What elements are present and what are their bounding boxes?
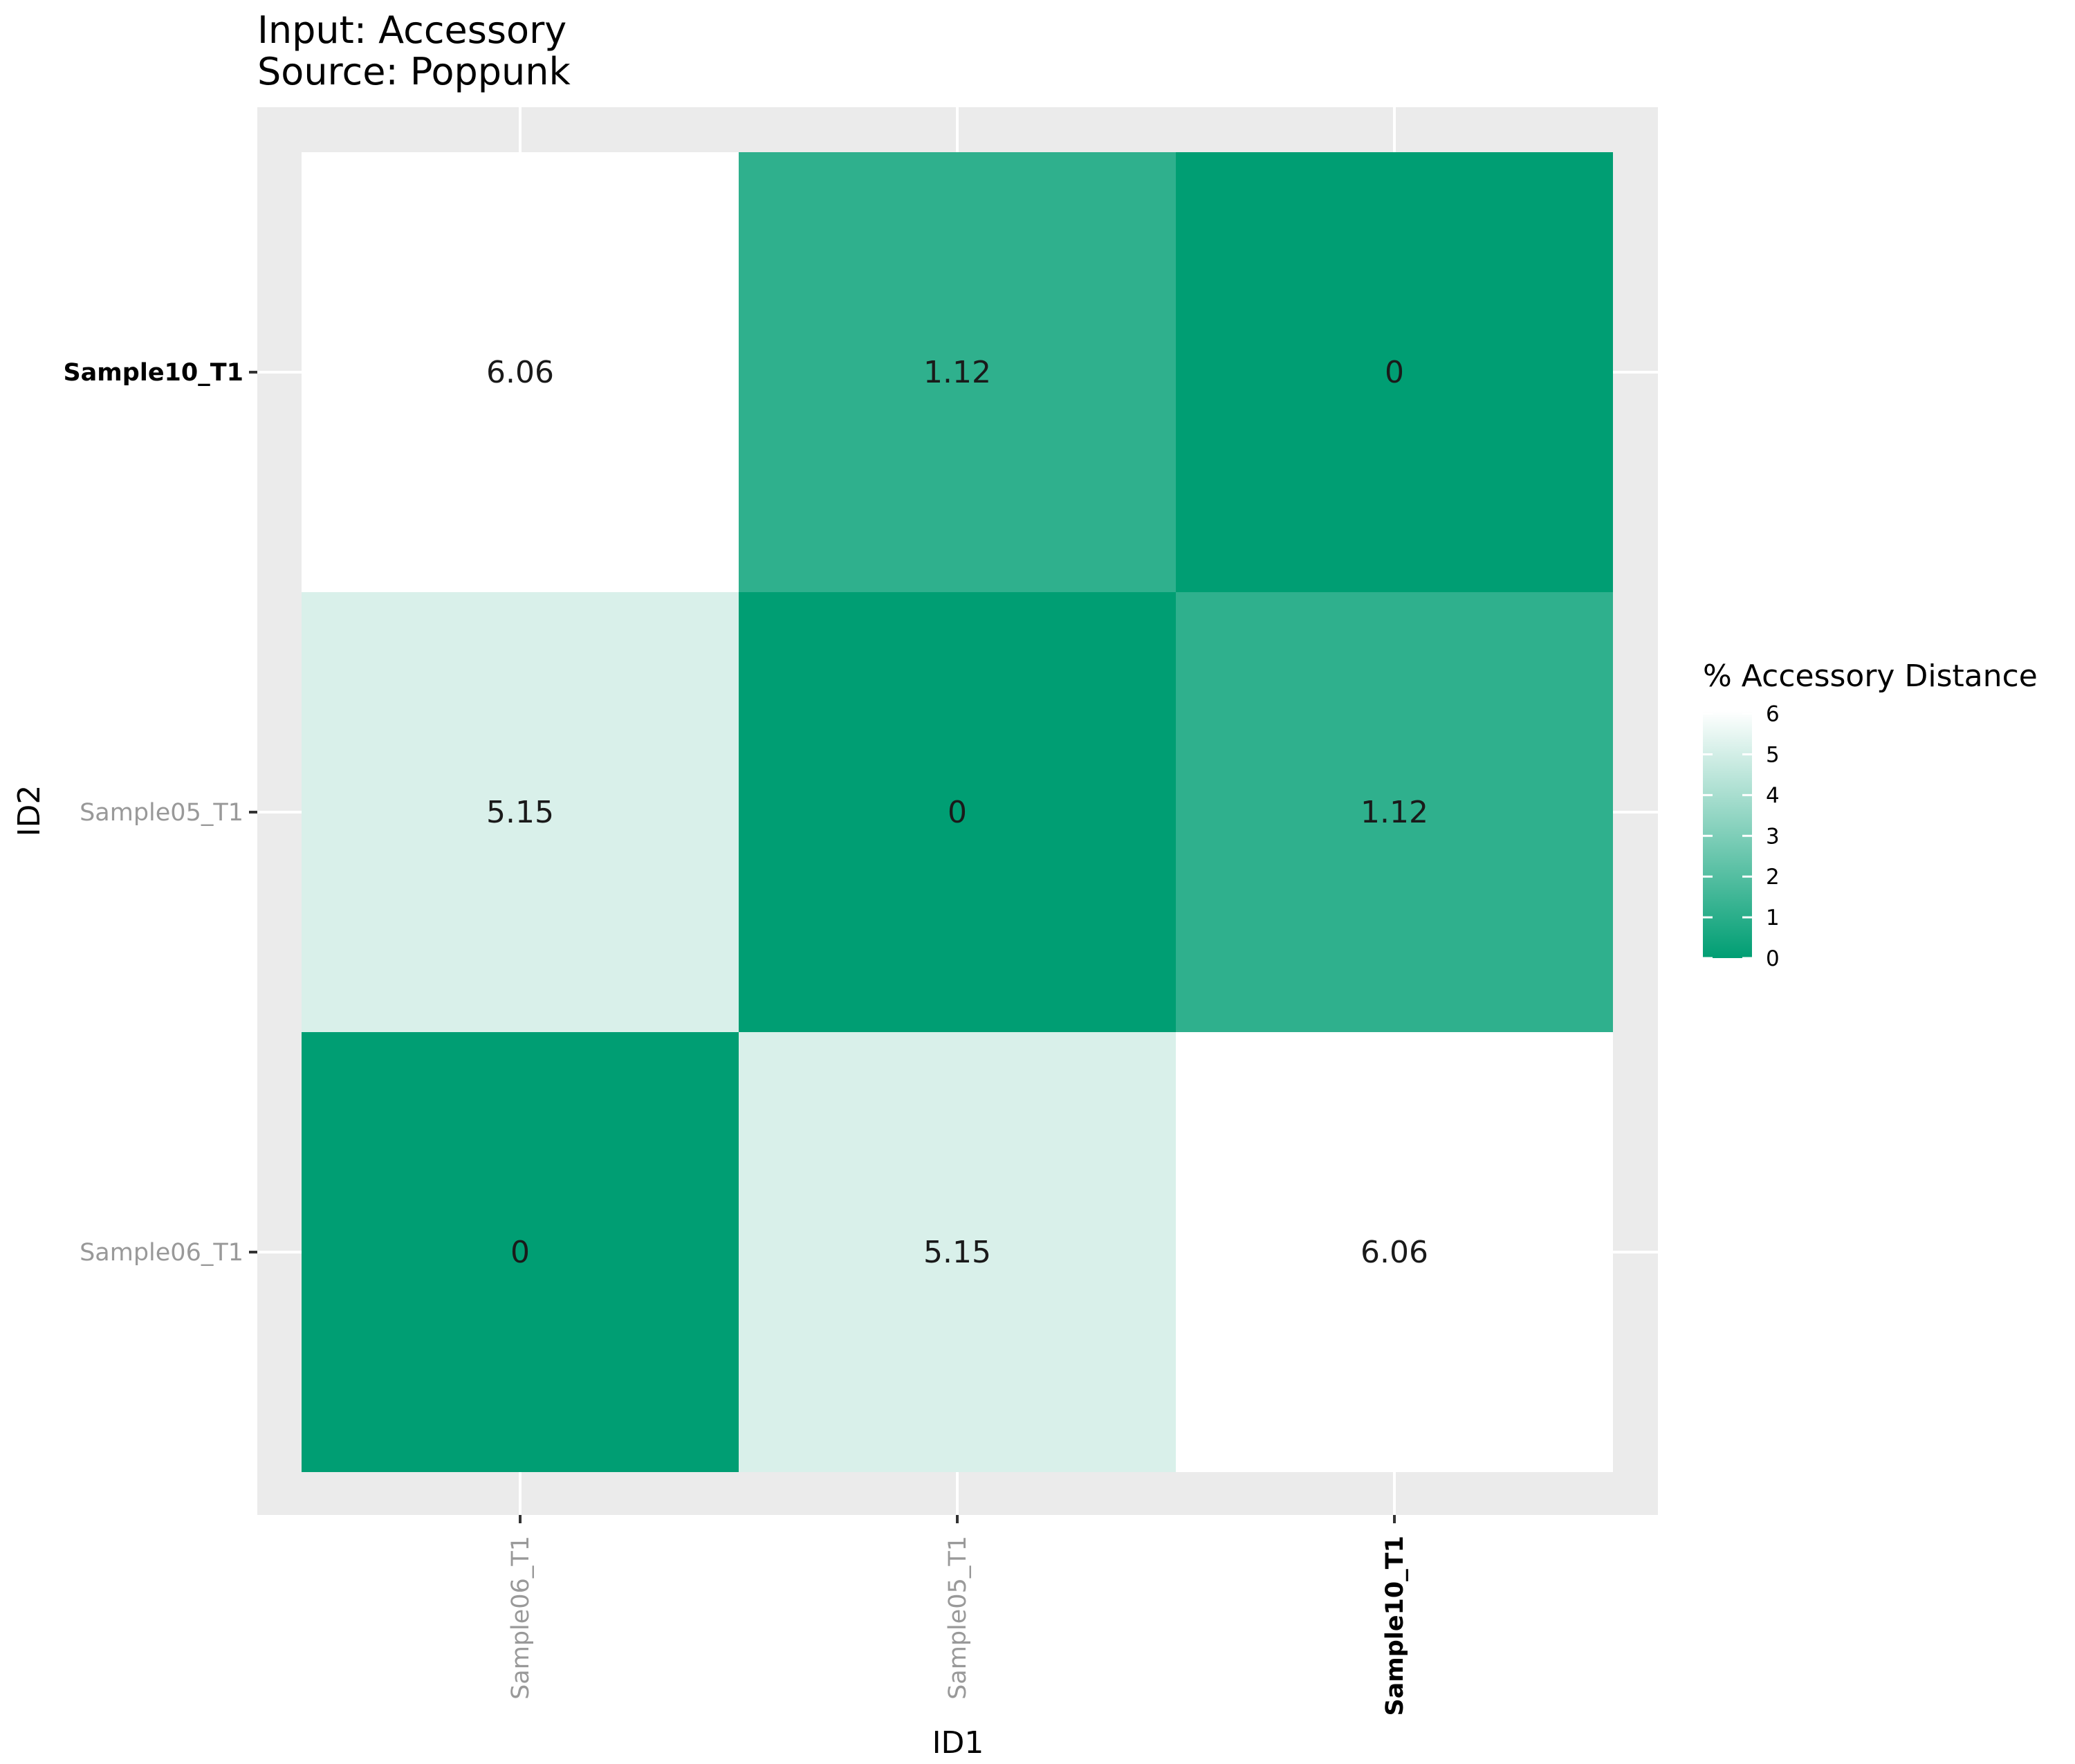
heatmap-cell-label-0: 0 <box>510 1235 530 1270</box>
legend-title: % Accessory Distance <box>1703 659 2038 694</box>
heatmap-cell-3 <box>302 592 739 1032</box>
heatmap-cell-7 <box>739 152 1176 592</box>
legend-colorbar <box>1703 711 1752 958</box>
heatmap-cell-1 <box>739 1032 1176 1472</box>
x-tick-label-sample06-t1: Sample06_T1 <box>507 1536 535 1700</box>
chart-title-line-1: Input: Accessory <box>257 8 567 52</box>
y-tick-label-sample05-t1: Sample05_T1 <box>80 799 243 827</box>
heatmap-cell-label-7: 1.12 <box>923 355 991 390</box>
heatmap-cell-6 <box>302 152 739 592</box>
y-axis: Sample06_T1 Sample05_T1 Sample10_T1 <box>63 359 257 1267</box>
heatmap-cell-label-8: 0 <box>1385 355 1404 390</box>
legend-tick-label-1: 1 <box>1766 906 1780 930</box>
x-tick-label-sample10-t1: Sample10_T1 <box>1381 1536 1409 1716</box>
heatmap-cell-label-3: 5.15 <box>486 795 554 830</box>
heatmap-cell-label-4: 0 <box>948 795 967 830</box>
y-axis-title: ID2 <box>12 785 47 837</box>
cell-labels: 0 5.15 6.06 5.15 0 1.12 6.06 1.12 0 <box>486 355 1428 1270</box>
heatmap-cell-5 <box>1176 592 1613 1032</box>
heatmap-cell-label-6: 6.06 <box>486 355 554 390</box>
chart-subtitle-line-2: Source: Poppunk <box>257 50 571 93</box>
x-tick-label-sample05-t1: Sample05_T1 <box>944 1536 972 1700</box>
heatmap-cell-8 <box>1176 152 1613 592</box>
legend-tick-label-4: 4 <box>1766 783 1780 808</box>
y-tick-label-sample06-t1: Sample06_T1 <box>80 1239 243 1267</box>
legend-tick-label-5: 5 <box>1766 742 1780 767</box>
legend-tick-label-0: 0 <box>1766 946 1780 971</box>
heatmap-cell-label-1: 5.15 <box>923 1235 991 1270</box>
legend-tick-label-6: 6 <box>1766 702 1780 727</box>
color-legend: 0 1 2 3 4 5 6 <box>1703 702 1780 971</box>
heatmap-cell-4 <box>739 592 1176 1032</box>
legend-tick-label-2: 2 <box>1766 865 1780 890</box>
x-axis-title: ID1 <box>932 1725 984 1761</box>
heatmap-cell-0 <box>302 1032 739 1472</box>
heatmap-cell-2 <box>1176 1032 1613 1472</box>
heatmap-cell-label-2: 6.06 <box>1361 1235 1428 1270</box>
legend-tick-label-3: 3 <box>1766 824 1780 849</box>
x-axis: Sample06_T1 Sample05_T1 Sample10_T1 <box>507 1515 1409 1716</box>
heatmap-cells <box>302 152 1613 1472</box>
y-tick-label-sample10-t1: Sample10_T1 <box>63 359 243 387</box>
heatmap-cell-label-5: 1.12 <box>1361 795 1428 830</box>
